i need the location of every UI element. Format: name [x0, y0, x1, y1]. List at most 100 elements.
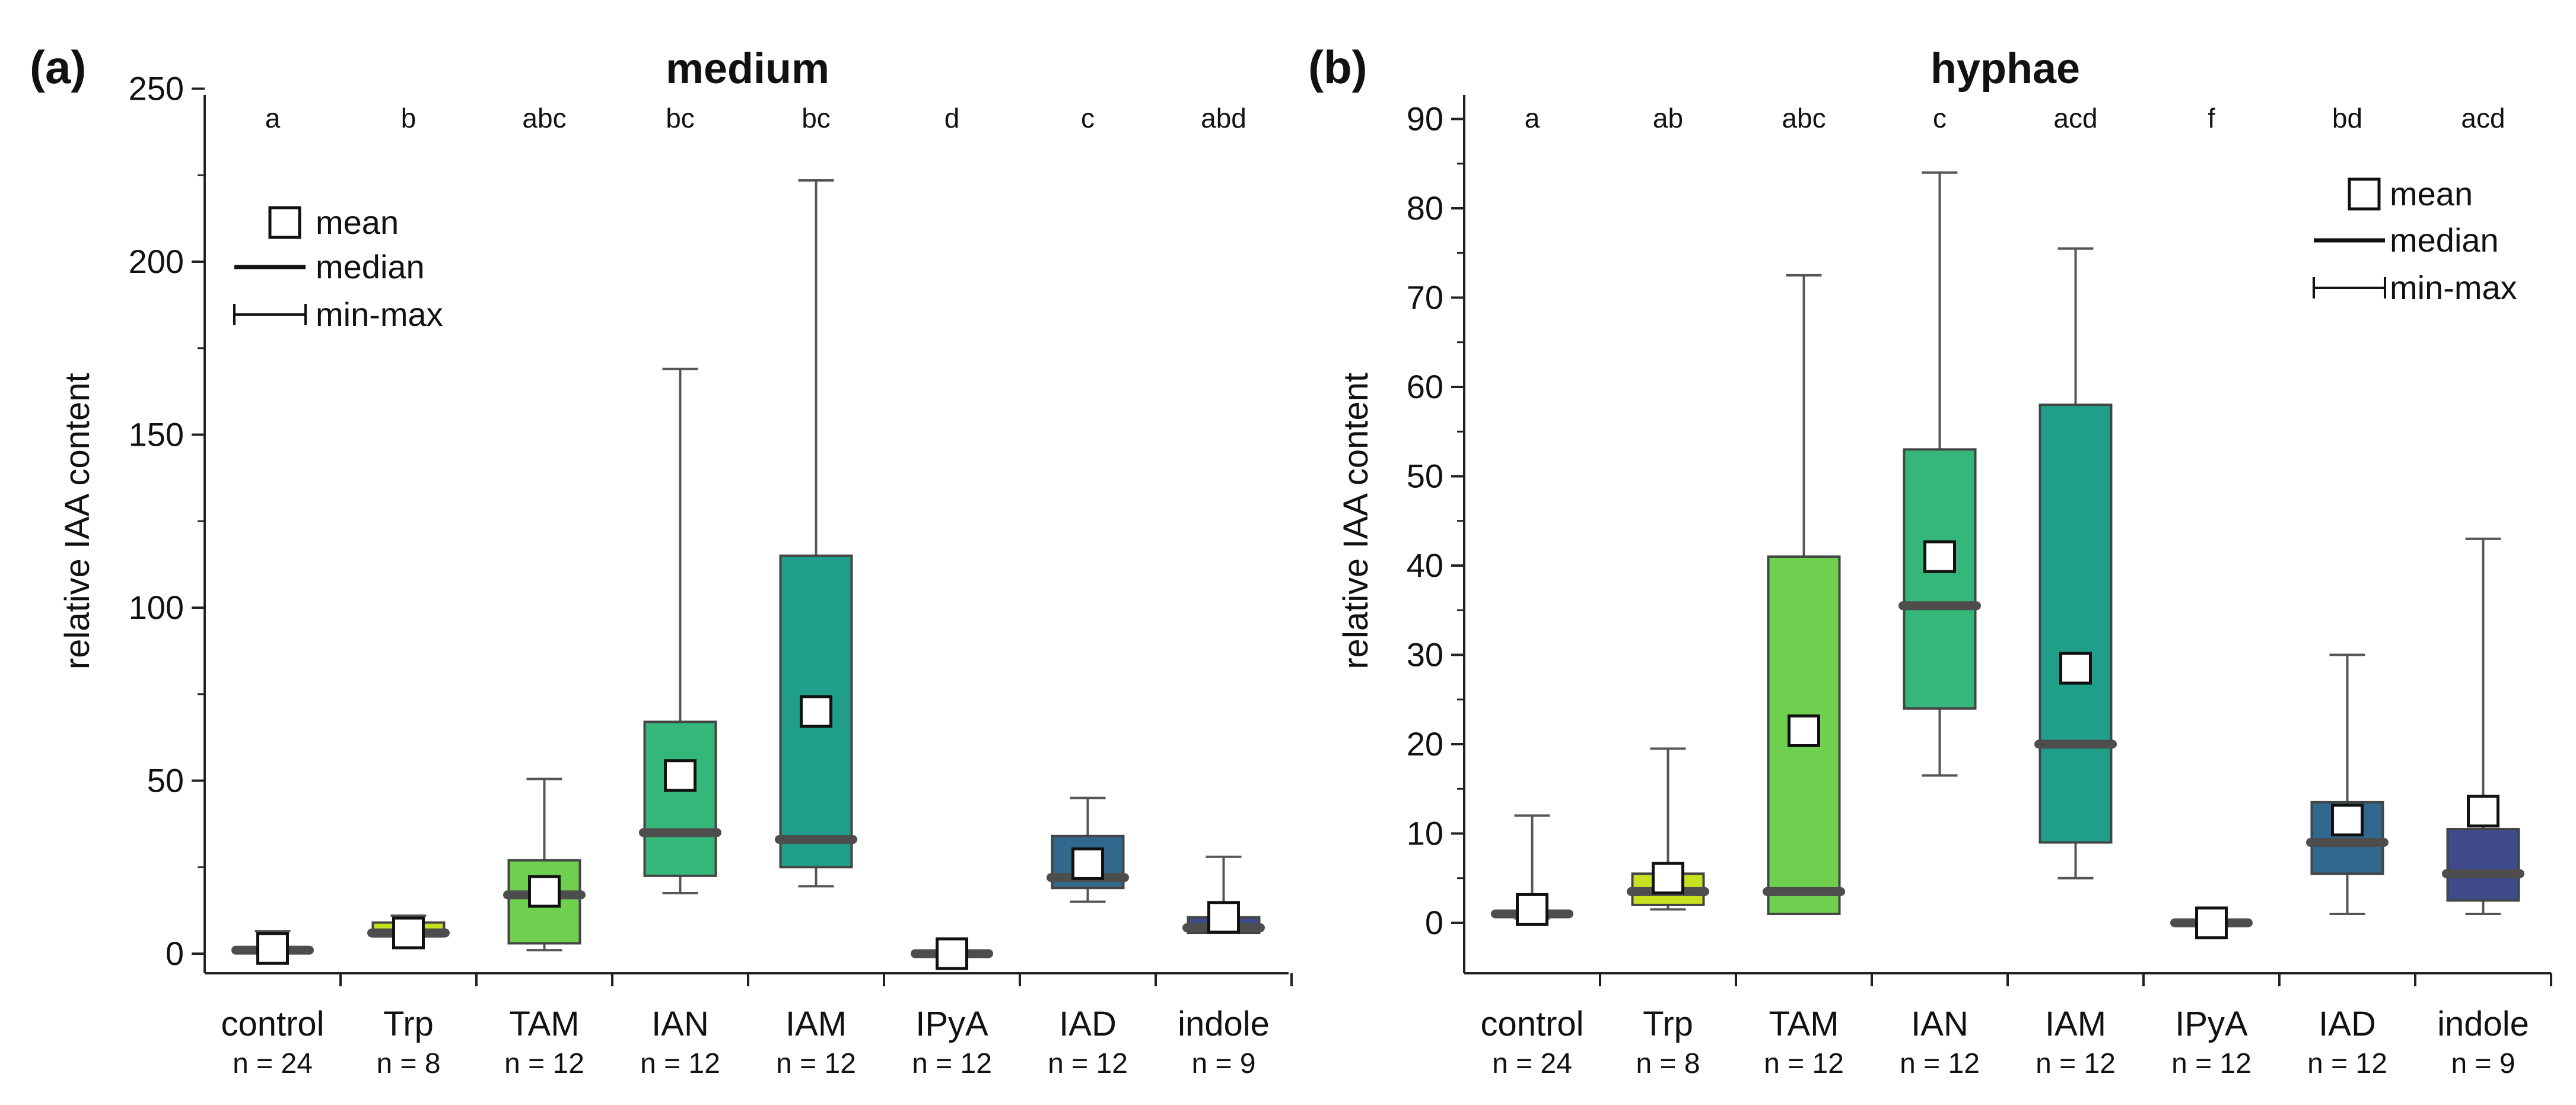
sample-size-label: n = 24 [1492, 1048, 1572, 1079]
y-axis-label: relative IAA content [1337, 373, 1375, 669]
legend-mean-marker [268, 206, 301, 239]
panel-letter: (a) [30, 41, 86, 93]
y-tick-label: 100 [129, 589, 184, 626]
y-tick-label: 40 [1407, 547, 1443, 584]
box-IAM [2038, 404, 2113, 844]
sample-size-label: n = 12 [504, 1048, 584, 1079]
significance-letter: bd [2332, 103, 2362, 134]
sample-size-label: n = 9 [2451, 1048, 2515, 1079]
legend-median-label: median [316, 248, 425, 285]
box-IAN [643, 720, 717, 877]
mean-marker [1788, 714, 1820, 747]
y-tick-label: 30 [1407, 636, 1443, 674]
significance-letter: c [1081, 103, 1095, 134]
mean-marker [936, 937, 968, 970]
significance-letter: abd [1201, 103, 1246, 134]
y-tick-label: 50 [147, 762, 184, 799]
category-label: IAD [1059, 1005, 1117, 1043]
mean-marker [1207, 901, 1240, 934]
significance-letter: c [1933, 103, 1947, 134]
y-tick-label: 80 [1407, 189, 1443, 227]
significance-letter: d [944, 103, 960, 134]
sample-size-label: n = 12 [1900, 1048, 1980, 1079]
y-tick-label: 200 [129, 243, 184, 280]
significance-letter: bc [666, 103, 695, 134]
significance-letter: ab [1653, 103, 1683, 134]
box-indole [2446, 827, 2520, 902]
mean-marker [2059, 652, 2092, 685]
significance-letter: abc [522, 103, 566, 134]
legend-minmax-label: min-max [316, 296, 443, 333]
mean-marker [2195, 906, 2228, 939]
sample-size-label: n = 12 [2036, 1048, 2116, 1079]
category-label: IAM [785, 1005, 847, 1043]
category-label: IAN [1911, 1005, 1968, 1043]
mean-marker [664, 759, 697, 792]
sample-size-label: n = 24 [233, 1048, 313, 1079]
y-tick-label: 20 [1407, 725, 1443, 763]
category-label: IAM [2045, 1005, 2106, 1043]
category-label: TAM [509, 1005, 579, 1043]
mean-marker [392, 916, 425, 950]
mean-marker [1071, 847, 1104, 880]
y-tick-label: 0 [166, 935, 184, 972]
category-label: control [221, 1005, 324, 1043]
sample-size-label: n = 12 [2171, 1048, 2251, 1079]
category-label: indole [2437, 1005, 2529, 1043]
significance-letter: abc [1782, 103, 1826, 134]
sample-size-label: n = 9 [1191, 1048, 1255, 1079]
legend [2313, 177, 2386, 299]
y-tick-label: 250 [129, 70, 184, 107]
y-tick-label: 150 [129, 416, 184, 453]
significance-letter: a [265, 103, 281, 134]
category-label: indole [1178, 1005, 1270, 1043]
mean-marker [2331, 804, 2364, 837]
y-tick-label: 70 [1407, 279, 1443, 316]
significance-letter: a [1525, 103, 1540, 134]
significance-letter: acd [2053, 103, 2097, 134]
mean-marker [1923, 540, 1956, 573]
legend-mean-marker [2348, 177, 2381, 211]
panel-letter: (b) [1308, 41, 1367, 93]
y-axis-label: relative IAA content [58, 373, 97, 669]
sample-size-label: n = 8 [376, 1048, 440, 1079]
category-label: IPyA [915, 1005, 988, 1043]
legend-minmax-label: min-max [2390, 269, 2517, 306]
sample-size-label: n = 8 [1636, 1048, 1700, 1079]
legend-median-label: median [2390, 221, 2499, 259]
significance-letter: b [401, 103, 416, 134]
mean-marker [1652, 862, 1684, 895]
category-label: control [1480, 1005, 1583, 1043]
category-label: Trp [1643, 1005, 1693, 1043]
sample-size-label: n = 12 [1048, 1048, 1128, 1079]
mean-marker [800, 695, 832, 728]
legend-mean-label: mean [316, 204, 399, 241]
sample-size-label: n = 12 [640, 1048, 720, 1079]
y-tick-label: 10 [1407, 815, 1443, 852]
category-label: IPyA [2175, 1005, 2248, 1043]
sample-size-label: n = 12 [776, 1048, 856, 1079]
y-tick-label: 50 [1407, 458, 1443, 495]
mean-marker [1516, 893, 1548, 926]
y-tick-label: 60 [1407, 368, 1443, 405]
category-label: IAN [651, 1005, 709, 1043]
category-label: TAM [1769, 1005, 1839, 1043]
category-label: IAD [2319, 1005, 2376, 1043]
mean-marker [528, 875, 561, 908]
panel-title: hyphae [1931, 45, 2080, 93]
mean-marker [2467, 795, 2499, 828]
sample-size-label: n = 12 [1764, 1048, 1844, 1079]
category-label: Trp [383, 1005, 434, 1043]
significance-letter: f [2208, 103, 2215, 134]
y-tick-label: 90 [1407, 100, 1443, 138]
y-tick-label: 0 [1425, 904, 1443, 941]
significance-letter: bc [802, 103, 831, 134]
panel-title: medium [666, 45, 829, 93]
mean-marker [256, 932, 289, 965]
significance-letter: acd [2461, 103, 2505, 134]
legend-mean-label: mean [2390, 175, 2473, 212]
sample-size-label: n = 12 [2307, 1048, 2387, 1079]
sample-size-label: n = 12 [912, 1048, 992, 1079]
box-IAN [1903, 448, 1977, 710]
